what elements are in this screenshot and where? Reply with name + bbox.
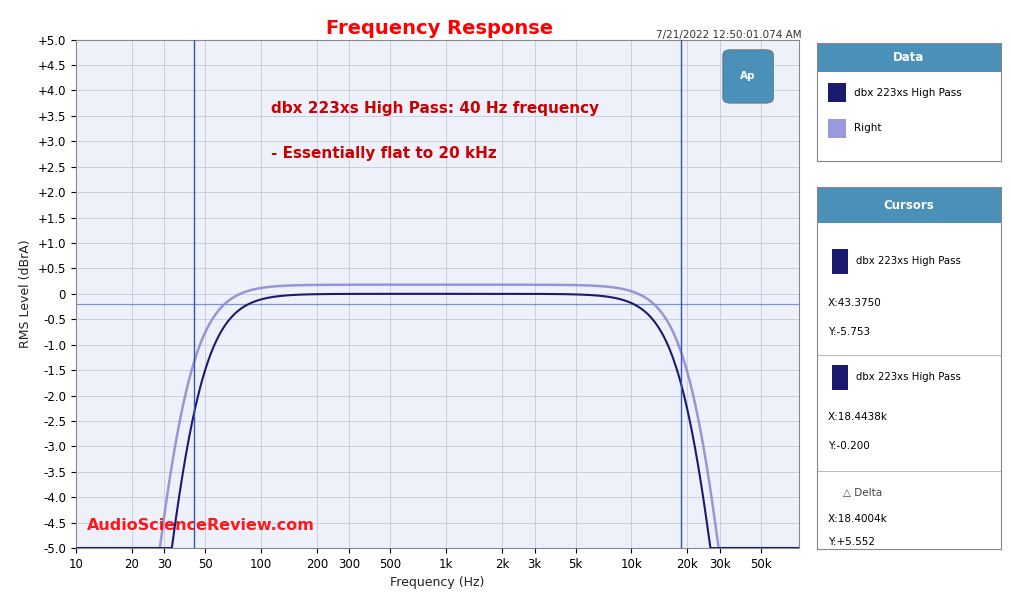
Text: Y:+5.552: Y:+5.552 bbox=[828, 537, 875, 547]
FancyBboxPatch shape bbox=[723, 50, 773, 103]
Text: dbx 223xs High Pass: 40 Hz frequency: dbx 223xs High Pass: 40 Hz frequency bbox=[271, 100, 600, 116]
Text: Y:-0.200: Y:-0.200 bbox=[828, 441, 869, 451]
Bar bbox=[828, 83, 846, 102]
Text: AudioScienceReview.com: AudioScienceReview.com bbox=[87, 518, 314, 533]
Y-axis label: RMS Level (dBrA): RMS Level (dBrA) bbox=[19, 239, 32, 348]
Text: dbx 223xs High Pass: dbx 223xs High Pass bbox=[855, 372, 960, 382]
Text: Data: Data bbox=[893, 51, 925, 64]
Text: △ Delta: △ Delta bbox=[842, 488, 882, 498]
Bar bbox=[817, 187, 1001, 224]
Text: X:18.4438k: X:18.4438k bbox=[828, 412, 888, 422]
Text: dbx 223xs High Pass: dbx 223xs High Pass bbox=[855, 256, 960, 266]
Text: dbx 223xs High Pass: dbx 223xs High Pass bbox=[853, 88, 961, 97]
Bar bbox=[832, 365, 848, 390]
Text: Y:-5.753: Y:-5.753 bbox=[828, 327, 870, 337]
Text: Cursors: Cursors bbox=[884, 199, 934, 211]
Text: X:43.3750: X:43.3750 bbox=[828, 298, 882, 308]
Text: - Essentially flat to 20 kHz: - Essentially flat to 20 kHz bbox=[271, 146, 496, 161]
Bar bbox=[817, 43, 1001, 72]
Bar bbox=[828, 119, 846, 138]
X-axis label: Frequency (Hz): Frequency (Hz) bbox=[390, 576, 484, 590]
Text: Frequency Response: Frequency Response bbox=[327, 19, 553, 38]
Text: Right: Right bbox=[853, 123, 882, 133]
Text: Ap: Ap bbox=[740, 71, 756, 82]
Bar bbox=[832, 248, 848, 274]
Text: X:18.4004k: X:18.4004k bbox=[828, 513, 888, 524]
Text: 7/21/2022 12:50:01.074 AM: 7/21/2022 12:50:01.074 AM bbox=[656, 30, 802, 40]
